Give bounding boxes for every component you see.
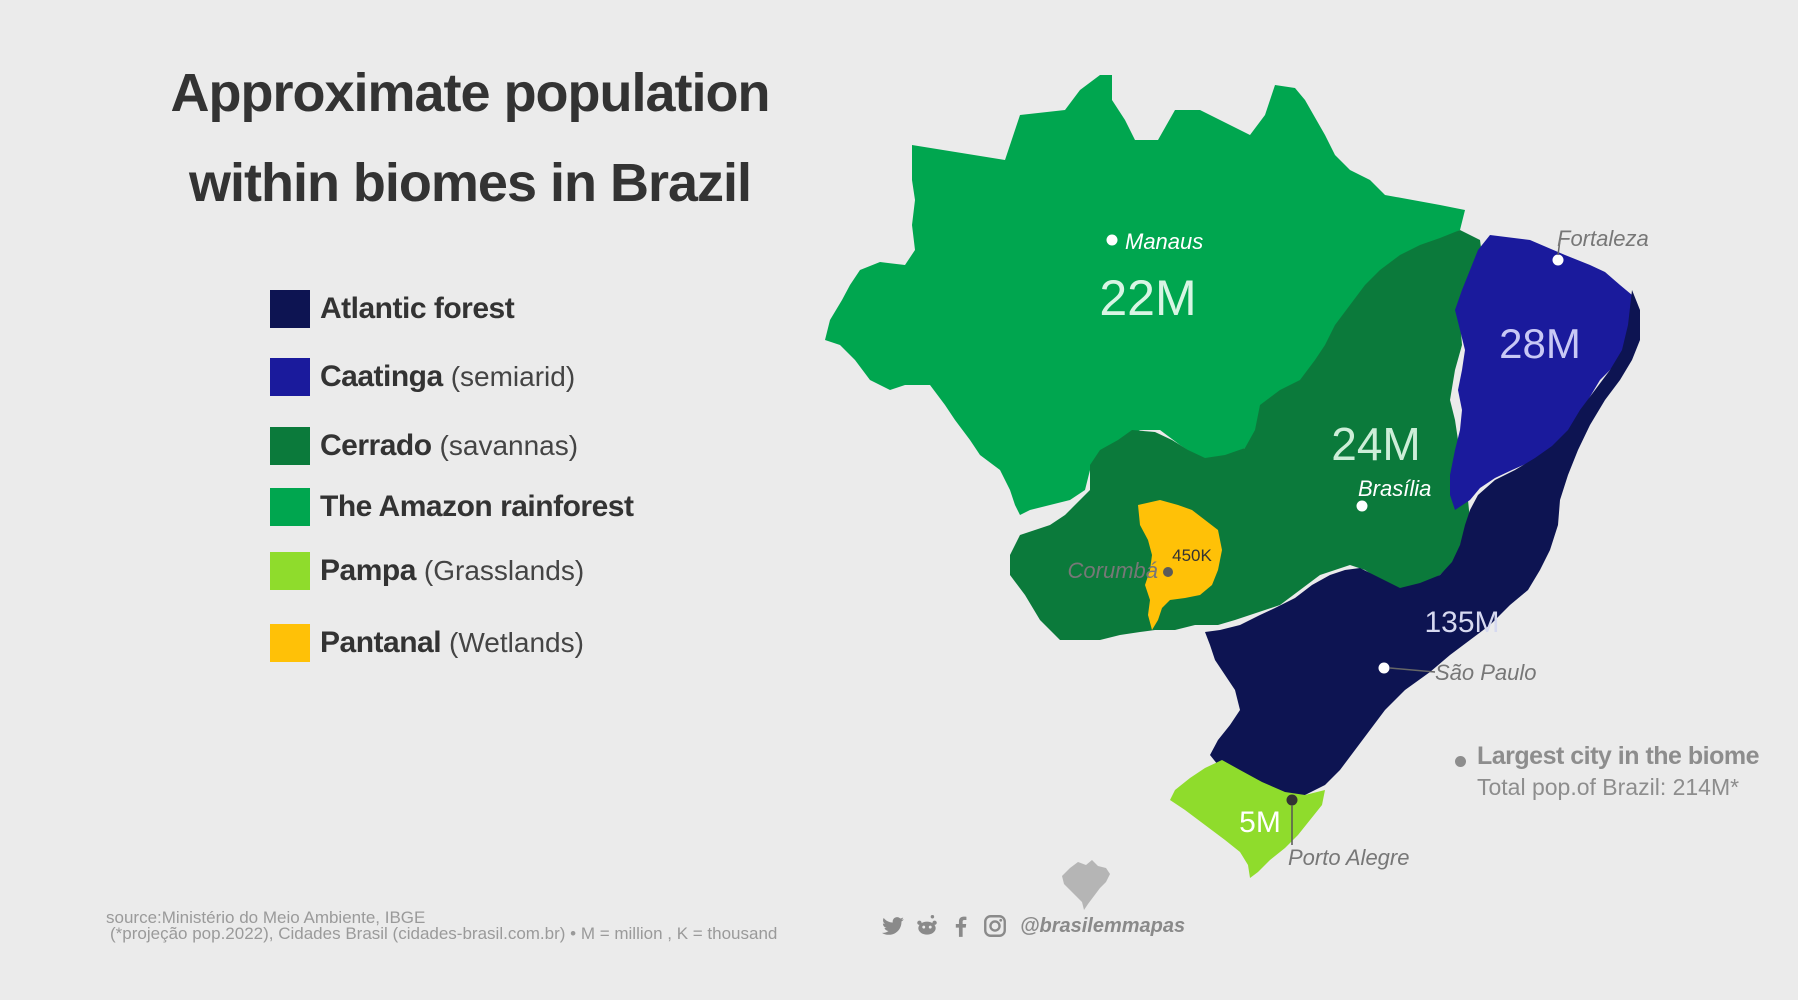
note-dot-icon: [1455, 756, 1466, 767]
leader-line-sao-paulo: [1389, 667, 1436, 673]
instagram-icon[interactable]: [982, 913, 1008, 939]
note-title: Largest city in the biome: [1477, 742, 1760, 770]
biome-pantanal: [1138, 500, 1222, 630]
brazil-logo-icon: [1062, 860, 1110, 910]
legend-item-cerrado: Cerrado (savannas): [270, 427, 578, 465]
city-label-sao-paulo: São Paulo: [1435, 660, 1537, 685]
city-label-porto-alegre: Porto Alegre: [1288, 845, 1409, 870]
reddit-icon[interactable]: [914, 913, 940, 939]
legend-sublabel: (savannas): [439, 430, 579, 461]
source-line-1: source:Ministério do Meio Ambiente, IBGE: [106, 908, 426, 927]
legend-label: Pampa: [320, 554, 416, 587]
legend-swatch-cerrado: [270, 427, 310, 465]
source-line-2: (*projeção pop.2022), Cidades Brasil (ci…: [110, 924, 778, 943]
pop-label-atlantic: 135M: [1424, 606, 1499, 639]
title-line-2: within biomes in Brazil: [188, 153, 752, 213]
legend-swatch-atlantic: [270, 290, 310, 328]
pop-label-amazon: 22M: [1099, 270, 1196, 326]
legend-sublabel: (Wetlands): [449, 627, 584, 658]
legend-label: The Amazon rainforest: [320, 490, 634, 523]
legend-item-amazon: The Amazon rainforest: [270, 488, 634, 526]
legend-swatch-pampa: [270, 552, 310, 590]
city-dot-porto-alegre: [1286, 794, 1298, 806]
city-dot-fortaleza: [1552, 254, 1564, 266]
biome-cerrado: [1010, 230, 1482, 640]
legend-item-pampa: Pampa (Grasslands): [270, 552, 584, 590]
legend-label: Cerrado: [320, 429, 432, 462]
pop-label-pampa: 5M: [1239, 806, 1281, 839]
facebook-icon[interactable]: [948, 913, 974, 939]
legend-swatch-pantanal: [270, 624, 310, 662]
biome-atlantic: [1205, 290, 1640, 795]
note-subtitle: Total pop.of Brazil: 214M*: [1477, 774, 1740, 800]
legend-swatch-amazon: [270, 488, 310, 526]
city-dot-sao-paulo: [1378, 662, 1390, 674]
source-text: source:Ministério do Meio Ambiente, IBGE…: [106, 908, 778, 943]
legend-sublabel: (Grasslands): [423, 555, 585, 586]
city-label-corumba: Corumbá: [1068, 558, 1158, 583]
biome-pampa: [1170, 760, 1325, 878]
city-label-brasilia: Brasília: [1358, 476, 1431, 501]
leader-line-fortaleza: [1557, 239, 1561, 256]
social-bar: @brasilemmapas: [880, 913, 1185, 939]
city-label-fortaleza: Fortaleza: [1557, 226, 1649, 251]
legend-label: Atlantic forest: [320, 292, 515, 325]
city-dot-manaus: [1106, 234, 1118, 246]
pop-label-cerrado: 24M: [1331, 418, 1420, 470]
legend-swatch-caatinga: [270, 358, 310, 396]
legend-item-atlantic: Atlantic forest: [270, 290, 515, 328]
city-dot-brasilia: [1356, 500, 1368, 512]
legend-label: Caatinga: [320, 360, 443, 393]
social-handle[interactable]: @brasilemmapas: [1020, 914, 1186, 937]
legend-item-pantanal: Pantanal (Wetlands): [270, 624, 584, 662]
twitter-icon[interactable]: [880, 913, 906, 939]
legend-label: Pantanal: [320, 626, 442, 659]
city-label-manaus: Manaus: [1125, 229, 1203, 254]
title-line-1: Approximate population: [170, 63, 771, 123]
legend-item-caatinga: Caatinga (semiarid): [270, 358, 575, 396]
city-dot-corumba: [1163, 567, 1173, 577]
legend-sublabel: (semiarid): [450, 361, 576, 392]
map-title: Approximate population within biomes in …: [150, 48, 790, 228]
pop-label-caatinga: 28M: [1499, 320, 1581, 367]
biome-caatinga: [1450, 235, 1636, 510]
pop-label-pantanal: 450K: [1172, 546, 1212, 565]
